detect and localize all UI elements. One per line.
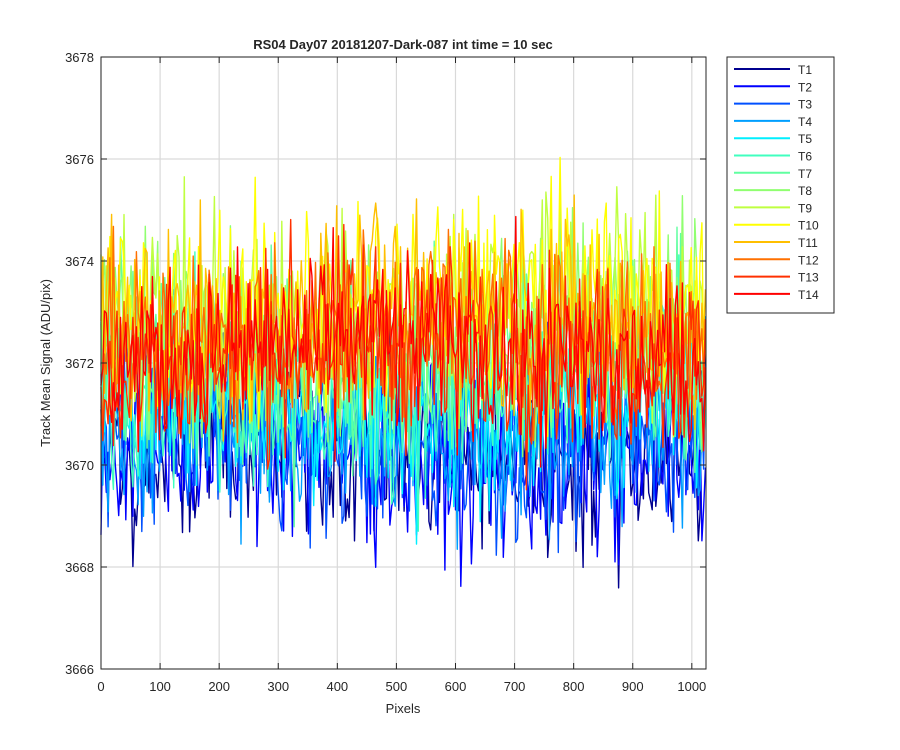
x-tick-label: 300 bbox=[267, 679, 289, 694]
x-tick-label: 600 bbox=[445, 679, 467, 694]
series-line-t13 bbox=[100, 218, 707, 491]
legend-label: T12 bbox=[798, 253, 819, 267]
y-tick-label: 3666 bbox=[65, 662, 94, 677]
legend-box bbox=[726, 56, 835, 314]
series-lines bbox=[100, 156, 707, 589]
series-line-t14 bbox=[100, 215, 707, 468]
y-tick-labels: 3666 3668 3670 3672 3674 3676 3678 bbox=[65, 50, 94, 677]
y-axis-label: Track Mean Signal (ADU/pix) bbox=[38, 279, 53, 447]
y-tick-label: 3674 bbox=[65, 254, 94, 269]
plot-area bbox=[100, 56, 707, 670]
x-tick-label: 400 bbox=[326, 679, 348, 694]
legend-label: T7 bbox=[798, 167, 812, 181]
y-tick-label: 3672 bbox=[65, 356, 94, 371]
y-tick-label: 3676 bbox=[65, 152, 94, 167]
x-tick-label: 700 bbox=[504, 679, 526, 694]
legend-label: T14 bbox=[798, 288, 819, 302]
x-axis-label: Pixels bbox=[386, 701, 421, 716]
legend-label: T6 bbox=[798, 150, 812, 164]
axis-ticks bbox=[100, 56, 706, 670]
y-tick-label: 3678 bbox=[65, 50, 94, 65]
legend-items: T1 T2 T3 T4 T5 T6 T7 T8 T9 T10 T11 T12 T13 T14 bbox=[734, 63, 819, 302]
x-tick-label: 800 bbox=[563, 679, 585, 694]
legend-label: T4 bbox=[798, 115, 812, 129]
y-tick-label: 3668 bbox=[65, 560, 94, 575]
legend-label: T2 bbox=[798, 80, 812, 94]
legend-label: T10 bbox=[798, 219, 819, 233]
legend-label: T8 bbox=[798, 184, 812, 198]
x-tick-label: 900 bbox=[622, 679, 644, 694]
x-tick-label: 100 bbox=[149, 679, 171, 694]
legend: T1 T2 T3 T4 T5 T6 T7 T8 T9 T10 T11 T12 T13 T14 bbox=[726, 56, 835, 314]
x-tick-label: 500 bbox=[386, 679, 408, 694]
legend-label: T3 bbox=[798, 98, 812, 112]
legend-label: T1 bbox=[798, 63, 812, 77]
x-tick-label: 1000 bbox=[677, 679, 706, 694]
legend-label: T11 bbox=[798, 236, 818, 250]
y-tick-label: 3670 bbox=[65, 458, 94, 473]
legend-label: T9 bbox=[798, 201, 812, 215]
chart-title: RS04 Day07 20181207-Dark-087 int time = … bbox=[253, 37, 553, 52]
x-tick-label: 200 bbox=[208, 679, 230, 694]
x-tick-labels: 0 100 200 300 400 500 600 700 800 900 1000 bbox=[97, 679, 706, 694]
legend-label: T5 bbox=[798, 132, 812, 146]
x-tick-label: 0 bbox=[97, 679, 104, 694]
legend-label: T13 bbox=[798, 271, 819, 285]
